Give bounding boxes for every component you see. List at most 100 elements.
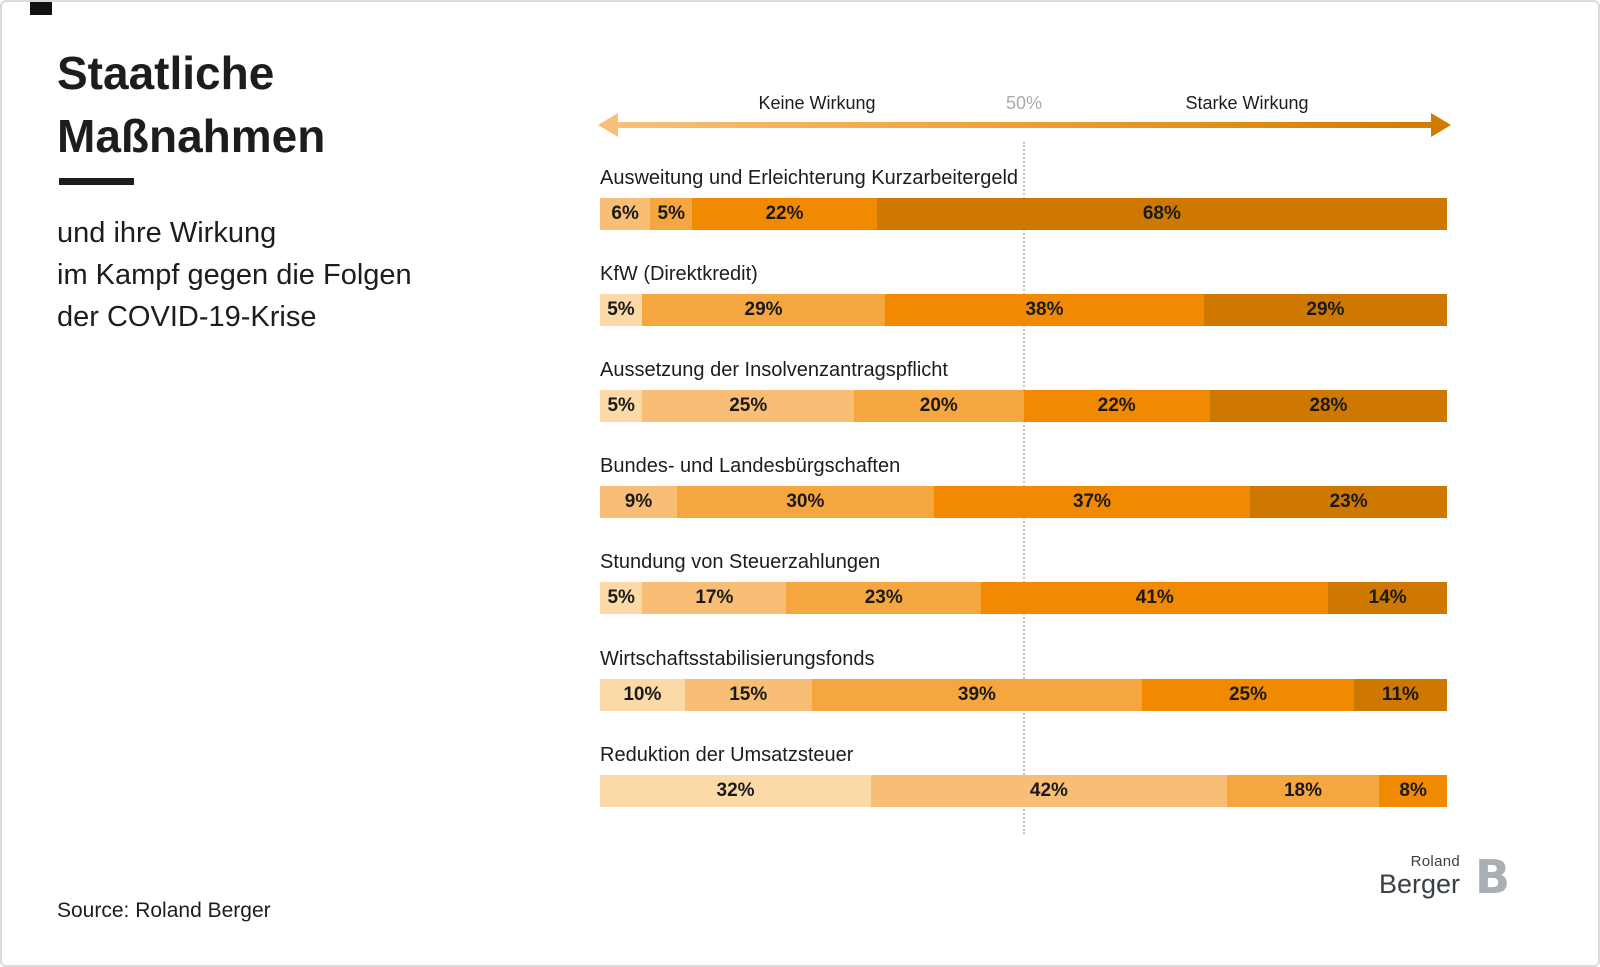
segment-value-label: 30%: [786, 491, 825, 512]
stacked-bar: 6% 5% 22% 68%: [600, 198, 1447, 230]
chart-row: Reduktion der Umsatzsteuer 32% 42% 18% 8%: [600, 744, 1447, 807]
bar-segment: 17%: [642, 582, 787, 614]
segment-value-label: 38%: [1025, 299, 1064, 320]
segment-value-label: 41%: [1135, 587, 1174, 608]
bar-segment: 41%: [981, 582, 1329, 614]
bar-segment: 39%: [811, 679, 1143, 711]
bar-segment: 5%: [650, 198, 693, 230]
bar-segment: 32%: [600, 775, 872, 807]
bar-segment: 6%: [600, 198, 651, 230]
measure-label: Reduktion der Umsatzsteuer: [600, 744, 854, 766]
segment-value-label: 22%: [1097, 395, 1136, 416]
bar-segment: 5%: [600, 390, 643, 422]
logo-text-berger: Berger: [1378, 869, 1460, 899]
roland-berger-logo: Roland Berger: [1379, 854, 1460, 898]
chart-row: Aussetzung der Insolvenzantragspflicht 5…: [600, 359, 1447, 422]
bar-segment: 18%: [1226, 775, 1380, 807]
segment-value-label: 8%: [1399, 780, 1427, 801]
segment-value-label: 23%: [864, 587, 903, 608]
segment-value-label: 29%: [1306, 299, 1345, 320]
logo-text-roland: Roland: [1410, 853, 1460, 870]
segment-value-label: 42%: [1029, 780, 1068, 801]
bar-segment: 38%: [885, 294, 1204, 326]
segment-value-label: 6%: [611, 203, 639, 224]
bar-segment: 20%: [854, 390, 1024, 422]
measure-label: Bundes- und Landesbürgschaften: [600, 455, 901, 477]
chart-row: KfW (Direktkredit) 5% 29% 38% 29%: [600, 263, 1448, 326]
page-title: Staatliche Maßnahmen: [57, 42, 325, 168]
chart-row: Wirtschaftsstabilisierungsfonds 10% 15% 39…: [600, 648, 1447, 711]
segment-value-label: 17%: [695, 587, 734, 608]
bar-segment: 8%: [1379, 775, 1447, 807]
subtitle-line: der COVID-19-Krise: [57, 301, 317, 333]
bar-segment: 5%: [600, 294, 642, 326]
chart-row: Bundes- und Landesbürgschaften 9% 30% 37% 2…: [600, 455, 1448, 518]
subtitle-line: im Kampf gegen die Folgen: [57, 259, 412, 291]
bar-segment: 28%: [1209, 390, 1447, 422]
axis-label-50-percent: 50%: [1005, 93, 1043, 113]
source-note: Source: Roland Berger: [57, 899, 271, 922]
segment-value-label: 29%: [744, 299, 783, 320]
bar-segment: 9%: [600, 486, 677, 518]
segment-value-label: 18%: [1283, 780, 1323, 801]
segment-value-label: 10%: [623, 684, 662, 705]
stacked-bar: 9% 30% 37% 23%: [600, 486, 1448, 518]
title-underline: [59, 178, 134, 185]
measure-label: Ausweitung und Erleichterung Kurzarbeite…: [600, 167, 1019, 189]
arrow-right-icon: [1431, 113, 1451, 137]
bar-segment: 5%: [600, 582, 643, 614]
stacked-bar: 5% 25% 20% 22% 28%: [600, 390, 1447, 422]
segment-value-label: 5%: [607, 395, 635, 416]
bar-segment: 14%: [1328, 582, 1447, 614]
segment-value-label: 14%: [1368, 587, 1407, 608]
chart-row: Ausweitung und Erleichterung Kurzarbeite…: [600, 167, 1447, 230]
bar-segment: 25%: [1142, 679, 1354, 711]
segment-value-label: 15%: [729, 684, 768, 705]
measure-label: Aussetzung der Insolvenzantragspflicht: [600, 359, 948, 381]
bar-segment: 11%: [1353, 679, 1447, 711]
axis-label-starke-wirkung: Starke Wirkung: [1185, 93, 1309, 113]
measure-label: Wirtschaftsstabilisierungsfonds: [600, 648, 875, 670]
bar-segment: 29%: [1203, 294, 1448, 326]
subtitle: und ihre Wirkung im Kampf gegen die Folg…: [57, 212, 412, 338]
subtitle-line: und ihre Wirkung: [57, 217, 277, 249]
segment-value-label: 25%: [1228, 684, 1267, 705]
bar-segment: 30%: [677, 486, 934, 518]
segment-value-label: 11%: [1381, 684, 1419, 705]
chart-row: Stundung von Steuerzahlungen 5% 17% 23% 41%…: [600, 551, 1447, 614]
bar-segment: 22%: [1023, 390, 1210, 422]
bar-segment: 10%: [600, 679, 685, 711]
segment-value-label: 9%: [624, 491, 653, 512]
measure-label: Stundung von Steuerzahlungen: [600, 551, 881, 573]
segment-value-label: 22%: [765, 203, 804, 224]
segment-value-label: 37%: [1072, 491, 1111, 512]
bar-segment: 29%: [641, 294, 886, 326]
segment-value-label: 20%: [919, 395, 958, 416]
segment-value-label: 39%: [957, 684, 996, 705]
segment-value-label: 5%: [657, 203, 686, 224]
title-line-1: Staatliche: [57, 47, 275, 99]
bar-segment: 42%: [871, 775, 1227, 807]
segment-value-label: 28%: [1309, 395, 1348, 416]
bar-segment: 37%: [933, 486, 1251, 518]
bar-segment: 25%: [642, 390, 855, 422]
segment-value-label: 32%: [716, 780, 755, 801]
axis-label-keine-wirkung: Keine Wirkung: [758, 93, 876, 113]
bar-segment: 23%: [1250, 486, 1448, 518]
title-line-2: Maßnahmen: [57, 110, 326, 162]
measure-label: KfW (Direktkredit): [600, 263, 758, 285]
segment-value-label: 68%: [1142, 203, 1181, 224]
bar-segment: 23%: [786, 582, 982, 614]
segment-value-label: 23%: [1329, 491, 1368, 512]
stacked-bar: 10% 15% 39% 25% 11%: [600, 679, 1447, 711]
segment-value-label: 5%: [607, 587, 635, 608]
stacked-bar: 32% 42% 18% 8%: [600, 775, 1447, 807]
corner-mark: [30, 2, 52, 15]
arrow-left-icon: [598, 113, 618, 137]
stacked-bar: 5% 29% 38% 29%: [600, 294, 1448, 326]
bar-segment: 68%: [876, 198, 1447, 230]
stacked-bar: 5% 17% 23% 41% 14%: [600, 582, 1447, 614]
bar-segment: 22%: [692, 198, 877, 230]
roland-berger-b-icon: B: [1474, 850, 1510, 904]
